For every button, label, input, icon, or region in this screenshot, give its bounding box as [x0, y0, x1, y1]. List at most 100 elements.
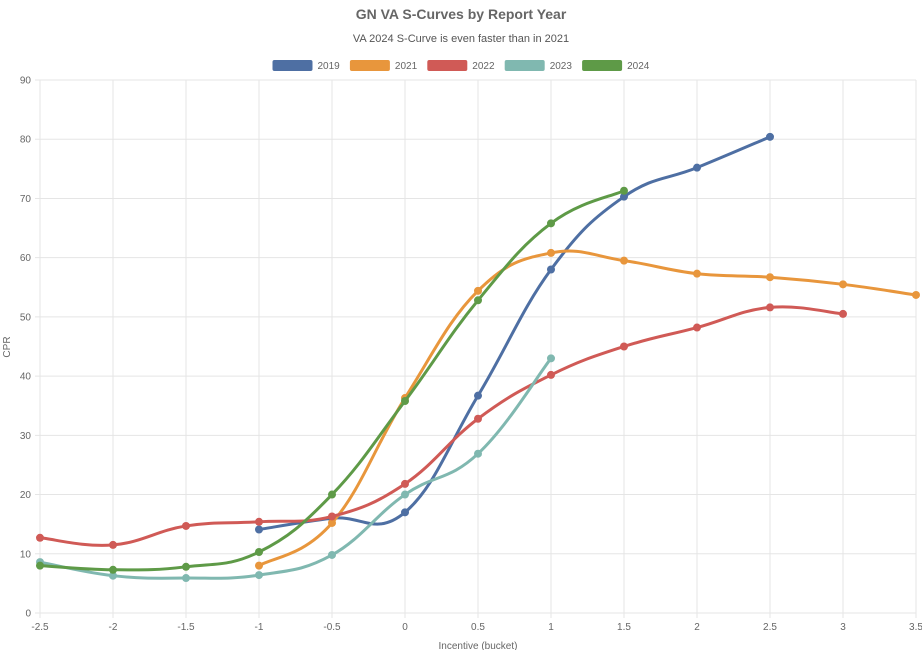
legend-item-2019[interactable]: 2019 [272, 60, 341, 72]
data-point[interactable] [109, 565, 117, 574]
x-tick-label: -1 [255, 622, 264, 633]
legend-swatch [582, 60, 623, 71]
x-tick-label: 2 [694, 622, 700, 633]
data-point[interactable] [182, 574, 190, 583]
data-point[interactable] [401, 508, 409, 517]
data-point[interactable] [328, 490, 336, 499]
series-2023 [36, 354, 555, 583]
data-point[interactable] [474, 414, 482, 423]
data-point[interactable] [547, 370, 555, 379]
y-tick-label: 70 [20, 194, 32, 205]
x-tick-label: 3 [840, 622, 846, 633]
chart-title: GN VA S-Curves by Report Year [356, 6, 567, 22]
x-tick-label: 1 [548, 622, 554, 633]
data-point[interactable] [693, 269, 701, 278]
x-tick-label: 1.5 [617, 622, 631, 633]
data-point[interactable] [182, 521, 190, 530]
data-point[interactable] [620, 256, 628, 265]
series-line-2021 [257, 249, 918, 568]
data-point[interactable] [109, 540, 117, 549]
legend-swatch [427, 60, 468, 71]
x-tick-label: -0.5 [323, 622, 341, 633]
series-layer [36, 132, 920, 583]
data-point[interactable] [401, 490, 409, 499]
data-point[interactable] [474, 449, 482, 458]
series-line-2019 [257, 135, 772, 531]
y-axis-title: CPR [2, 336, 13, 357]
y-tick-label: 90 [20, 76, 32, 87]
x-tick-label: -2.5 [31, 622, 49, 633]
legend-label: 2024 [627, 61, 650, 72]
data-point[interactable] [547, 354, 555, 363]
legend-item-2024[interactable]: 2024 [582, 60, 650, 72]
data-point[interactable] [328, 550, 336, 559]
data-point[interactable] [328, 512, 336, 521]
y-tick-label: 60 [20, 253, 32, 264]
y-tick-label: 20 [20, 490, 32, 501]
data-point[interactable] [109, 571, 117, 580]
y-axis-ticks: 0 10 20 30 40 50 60 70 80 90 [20, 76, 32, 620]
x-tick-label: -1.5 [177, 622, 195, 633]
data-point[interactable] [620, 186, 628, 195]
x-tick-label: 3.5 [909, 622, 922, 633]
data-point[interactable] [474, 286, 482, 295]
data-point[interactable] [839, 309, 847, 318]
data-point[interactable] [766, 273, 774, 282]
data-point[interactable] [401, 396, 409, 405]
data-point[interactable] [474, 296, 482, 305]
data-point[interactable] [401, 479, 409, 488]
x-tick-label: -2 [109, 622, 118, 633]
x-tick-label: 0.5 [471, 622, 485, 633]
legend-label: 2021 [395, 61, 418, 72]
grid [35, 79, 917, 618]
data-point[interactable] [547, 265, 555, 274]
data-point[interactable] [620, 192, 628, 201]
legend-label: 2022 [472, 61, 495, 72]
legend-swatch [272, 60, 313, 71]
series-2022 [36, 303, 847, 549]
legend: 2019 2021 2022 2023 2024 [272, 60, 650, 72]
data-point[interactable] [766, 303, 774, 312]
data-point[interactable] [36, 561, 44, 570]
data-point[interactable] [912, 290, 920, 299]
data-point[interactable] [255, 517, 263, 526]
data-point[interactable] [693, 323, 701, 332]
y-tick-label: 10 [20, 549, 32, 560]
data-point[interactable] [839, 280, 847, 289]
chart-subtitle: VA 2024 S-Curve is even faster than in 2… [353, 33, 569, 45]
legend-label: 2019 [318, 61, 341, 72]
x-axis-title: Incentive (bucket) [439, 641, 518, 650]
data-point[interactable] [255, 571, 263, 580]
data-point[interactable] [547, 248, 555, 257]
x-tick-label: 2.5 [763, 622, 777, 633]
legend-item-2022[interactable]: 2022 [427, 60, 495, 72]
legend-item-2023[interactable]: 2023 [504, 60, 573, 72]
data-point[interactable] [547, 219, 555, 228]
data-point[interactable] [255, 525, 263, 534]
x-axis-ticks: -2.5 -2 -1.5 -1 -0.5 0 0.5 1 1.5 2 2.5 3 3.5 [31, 622, 922, 633]
data-point[interactable] [474, 391, 482, 400]
y-tick-label: 30 [20, 431, 32, 442]
y-tick-label: 0 [25, 609, 31, 620]
data-point[interactable] [766, 132, 774, 141]
legend-item-2021[interactable]: 2021 [349, 60, 418, 72]
data-point[interactable] [255, 548, 263, 557]
series-2024 [36, 186, 628, 574]
legend-label: 2023 [550, 61, 573, 72]
data-point[interactable] [620, 342, 628, 351]
y-tick-label: 50 [20, 312, 32, 323]
data-point[interactable] [182, 562, 190, 571]
data-point[interactable] [693, 163, 701, 172]
series-line-2024 [38, 189, 626, 572]
data-point[interactable] [328, 518, 336, 527]
data-point[interactable] [36, 533, 44, 542]
y-tick-label: 40 [20, 372, 32, 383]
series-2021 [255, 248, 920, 570]
data-point[interactable] [255, 561, 263, 570]
series-line-2022 [38, 305, 845, 547]
y-tick-label: 80 [20, 135, 32, 146]
series-2019 [255, 132, 774, 534]
legend-swatch [504, 60, 545, 71]
legend-swatch [349, 60, 390, 71]
